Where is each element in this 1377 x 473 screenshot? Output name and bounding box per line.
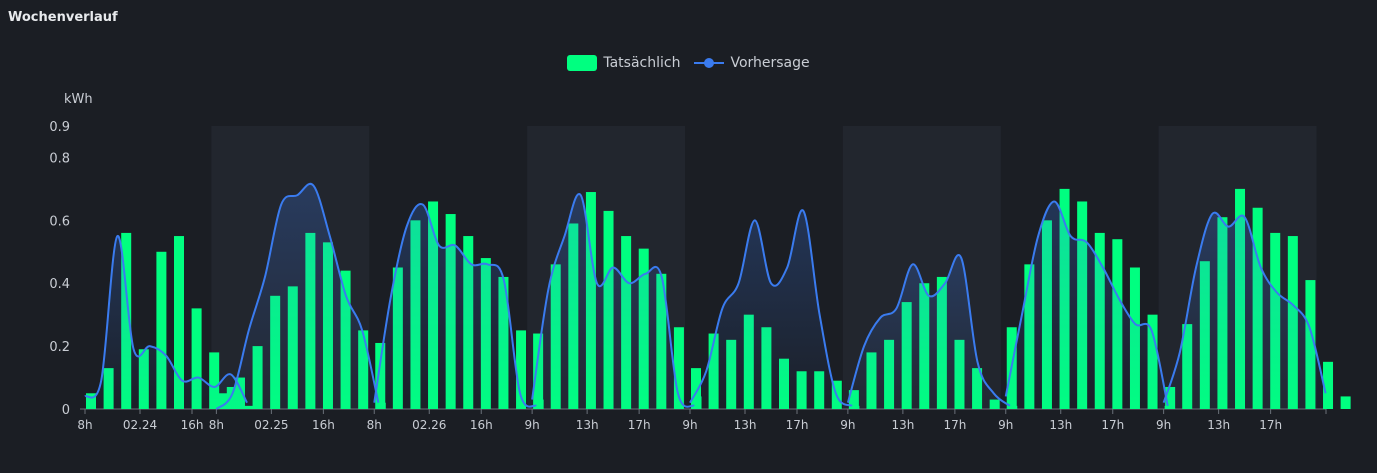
x-tick-label: 13h <box>734 418 757 432</box>
legend-label-actual: Tatsächlich <box>603 55 681 71</box>
bar-actual <box>1323 361 1334 409</box>
bar-actual <box>516 330 527 409</box>
bar-actual <box>209 352 220 409</box>
forecast-line <box>689 209 853 407</box>
x-tick-label: 13h <box>891 418 914 432</box>
x-tick-label: 02.25 <box>254 418 288 432</box>
x-tick-label: 16h <box>181 418 204 432</box>
forecast-line <box>84 235 248 404</box>
x-tick-label: 9h <box>840 418 855 432</box>
legend-swatch-forecast <box>694 55 725 71</box>
forecast-line <box>1162 211 1327 404</box>
forecast-line <box>373 203 537 408</box>
forecast-area <box>374 204 537 409</box>
forecast-line <box>215 182 380 410</box>
legend-item-actual[interactable]: Tatsächlich <box>567 55 680 71</box>
x-tick-label: 9h <box>1156 418 1171 432</box>
forecast-area <box>1005 201 1168 409</box>
forecast-area <box>847 254 1010 409</box>
bar-actual <box>691 368 701 409</box>
x-tick-label: 16h <box>470 418 493 432</box>
x-tick-label: 17h <box>1101 418 1124 432</box>
forecast-area <box>1163 212 1326 409</box>
legend-item-forecast[interactable]: Vorhersage <box>694 55 810 71</box>
legend-swatch-actual <box>567 55 598 71</box>
forecast-area <box>532 193 695 409</box>
bar-actual <box>191 308 202 409</box>
y-tick-label: 0.6 <box>49 214 70 229</box>
x-tick-label: 02.24 <box>123 418 157 432</box>
x-tick-label: 8h <box>77 418 92 432</box>
x-tick-label: 9h <box>682 418 697 432</box>
legend-label-forecast: Vorhersage <box>730 55 810 71</box>
bar-actual <box>156 251 167 409</box>
x-tick-label: 13h <box>1207 418 1230 432</box>
y-tick-label: 0.9 <box>49 120 70 135</box>
x-tick-label: 9h <box>998 418 1013 432</box>
x-tick-label: 9h <box>525 418 540 432</box>
x-tick-label: 02.26 <box>412 418 446 432</box>
x-tick-label: 16h <box>312 418 335 432</box>
bar-actual <box>673 327 684 409</box>
x-tick-label: 17h <box>786 418 809 432</box>
forecast-line <box>1004 200 1169 407</box>
forecast-area <box>216 183 379 409</box>
chart-legend: Tatsächlich Vorhersage <box>0 55 1377 71</box>
x-tick-label: 17h <box>1259 418 1282 432</box>
y-tick-label: 0 <box>62 403 70 418</box>
forecast-area <box>690 210 852 409</box>
forecast-area <box>85 235 247 409</box>
y-axis: 0 0.2 0.4 0.6 0.8 0.9 <box>49 120 70 418</box>
forecast-line <box>531 193 695 408</box>
y-tick-label: 0.4 <box>49 277 70 292</box>
x-tick-label: 13h <box>576 418 599 432</box>
x-tick-label: 8h <box>367 418 382 432</box>
y-tick-label: 0.2 <box>49 340 70 355</box>
x-tick-label: 17h <box>943 418 966 432</box>
bar-actual <box>1340 396 1351 409</box>
x-axis: 8h 02.24 16h 8h 02.25 16h 8h 02.26 16h 9h 13h 17h 9h… <box>77 408 1327 432</box>
y-axis-label: kWh <box>64 92 93 107</box>
x-tick-label: 17h <box>628 418 651 432</box>
bar-actual <box>174 236 184 409</box>
panel-title: Wochenverlauf <box>8 10 118 25</box>
x-tick-label: 8h <box>209 418 224 432</box>
forecast-line <box>846 254 1011 407</box>
x-tick-label: 13h <box>1049 418 1072 432</box>
forecast-lines <box>84 182 1327 410</box>
y-tick-label: 0.8 <box>49 151 70 166</box>
